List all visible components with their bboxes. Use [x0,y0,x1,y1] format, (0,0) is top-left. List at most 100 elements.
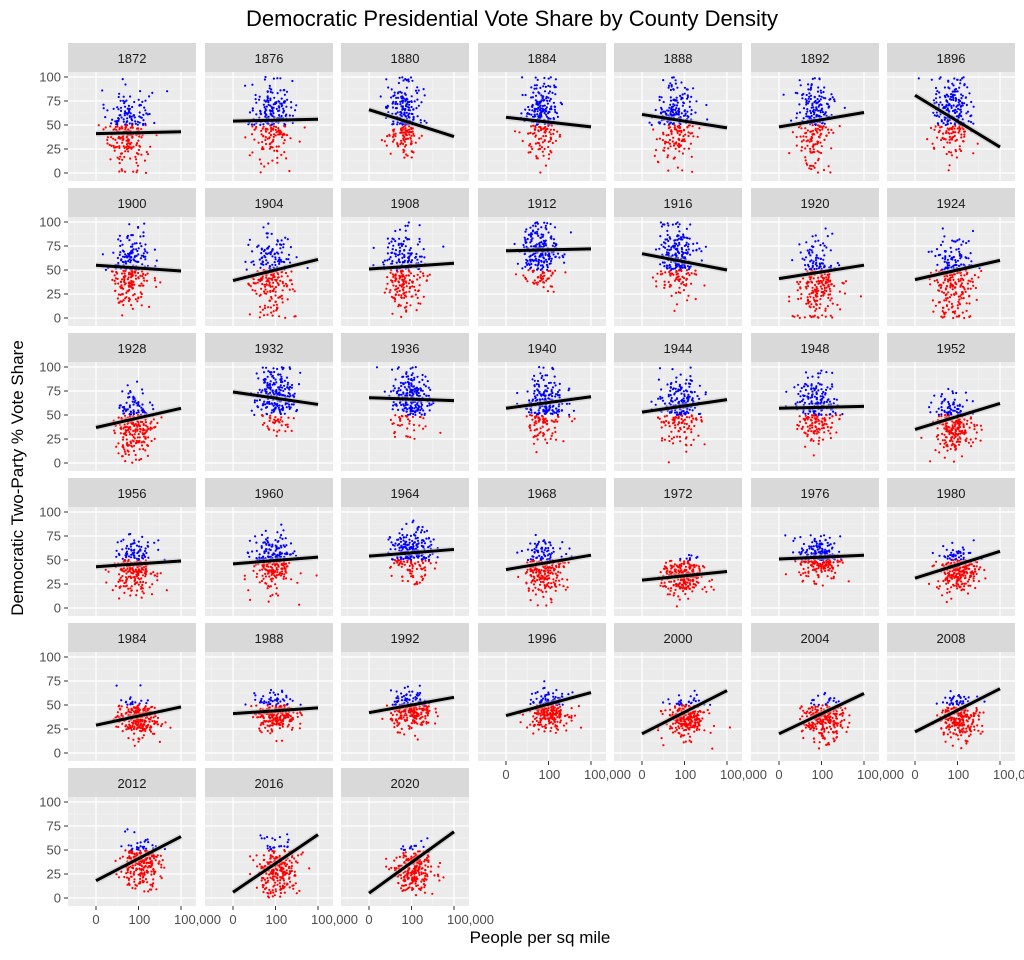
data-point [546,102,550,105]
data-point [535,84,538,87]
data-point [278,106,281,109]
data-point [661,139,665,142]
data-point [965,273,968,276]
data-point [396,102,399,106]
data-point [118,92,121,95]
data-point [266,425,269,428]
data-point [102,128,105,131]
data-point [967,240,970,243]
data-point [686,237,689,240]
data-point [268,400,271,404]
data-point [940,286,943,289]
data-point [809,260,812,263]
data-point [818,94,821,98]
data-point [798,79,801,82]
data-point [283,151,286,154]
data-point [696,135,699,138]
data-point [534,416,537,420]
data-point [283,122,286,125]
data-point [929,126,933,130]
data-point [130,275,133,278]
data-point [542,154,545,157]
data-point [539,171,542,174]
data-point [562,440,565,443]
data-point [950,154,954,157]
data-point [140,245,143,248]
data-point [806,298,810,301]
data-point [271,123,274,126]
data-point [550,257,553,260]
data-point [536,222,540,225]
data-point [549,97,552,101]
data-point [407,274,410,277]
data-point [524,277,528,281]
data-point [386,259,389,262]
facet-strip [341,43,469,72]
data-point [269,306,272,309]
data-point [793,315,796,318]
data-point [668,142,672,145]
data-point [528,399,531,402]
data-point [140,406,143,409]
data-point [255,125,258,129]
data-point [124,260,127,263]
data-point [667,124,670,127]
data-point [283,88,286,92]
data-point [390,251,393,254]
data-point [389,271,392,274]
data-point [249,285,252,288]
data-point [97,124,100,127]
data-point [393,94,396,97]
data-point [539,104,542,107]
data-point [119,109,123,112]
data-point [276,281,279,285]
data-point [142,235,145,238]
data-point [128,413,131,416]
data-point [405,86,408,89]
data-point [819,285,823,288]
data-point [950,106,953,109]
data-point [830,283,833,286]
data-point [683,244,687,247]
data-point [248,111,252,114]
data-point [823,86,826,89]
data-point [272,281,275,284]
data-point [551,91,554,94]
data-point [819,298,822,301]
data-point [533,424,536,427]
data-point [138,103,141,106]
facet-panel-1896: 1896 [887,43,1015,181]
data-point [134,298,137,301]
data-point [117,301,120,304]
data-point [537,383,540,386]
data-point [557,415,560,419]
data-point [960,297,963,300]
data-point [404,127,407,130]
data-point [935,114,938,117]
data-point [829,293,832,296]
data-point [403,306,406,309]
data-point [286,98,289,101]
data-point [562,256,565,259]
data-point [410,261,413,264]
data-point [404,236,407,239]
data-point [808,92,811,95]
data-point [388,242,391,245]
data-point [139,90,142,93]
data-point [967,279,970,282]
data-point [113,429,116,432]
data-point [527,269,530,272]
data-point [428,404,431,407]
data-point [833,98,836,101]
data-point [251,125,254,128]
data-point [532,436,535,439]
data-point [829,264,833,267]
data-point [269,289,272,293]
data-point [281,393,285,397]
data-point [273,287,276,290]
data-point [538,144,542,147]
y-tick-label: 75 [47,239,61,254]
facet-panel-1940: 1940 [478,333,606,471]
data-point [122,145,125,148]
data-point [408,393,411,397]
